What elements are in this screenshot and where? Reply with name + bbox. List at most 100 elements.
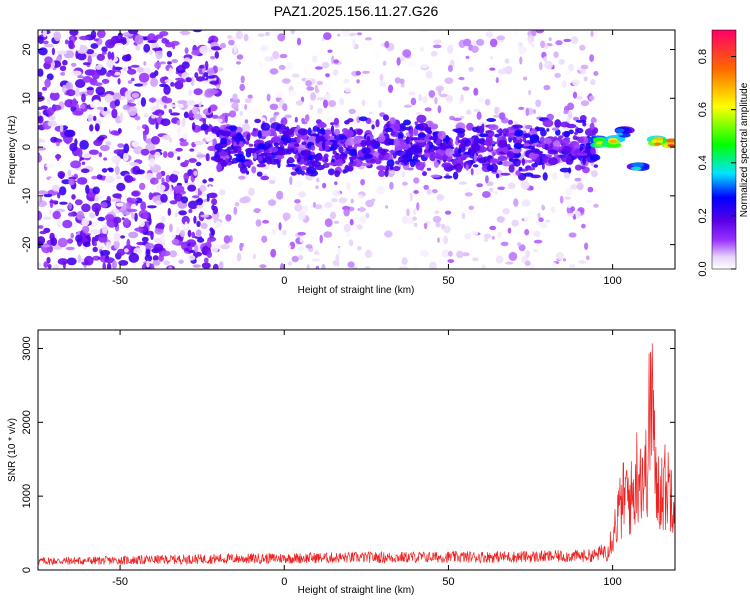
heatmap-blob — [433, 39, 442, 44]
heatmap-blob — [401, 257, 408, 265]
heatmap-blob — [181, 215, 190, 225]
heatmap-blob — [75, 79, 86, 88]
heatmap-blob — [347, 118, 354, 123]
heatmap-blob — [143, 43, 151, 53]
heatmap-blob — [278, 222, 282, 231]
heatmap-blob — [202, 118, 207, 125]
heatmap-blob — [191, 106, 198, 115]
heatmap-blob — [294, 180, 304, 188]
heatmap-blob — [325, 116, 333, 123]
heatmap-blob — [291, 255, 299, 263]
heatmap-blob — [269, 68, 279, 75]
heatmap-blob — [415, 161, 425, 171]
heatmap-blob — [248, 187, 255, 196]
heatmap-blob — [184, 47, 189, 54]
heatmap-blob — [283, 140, 288, 146]
heatmap-blob — [593, 71, 599, 76]
heatmap-blob — [152, 47, 163, 51]
heatmap-blob — [567, 213, 574, 217]
heatmap-blob — [42, 30, 47, 38]
heatmap-blob — [193, 88, 203, 96]
heatmap-blob — [44, 56, 53, 65]
heatmap-blob — [576, 182, 584, 191]
heatmap-blob — [348, 239, 354, 247]
heatmap-blob — [276, 190, 284, 200]
heatmap-blob — [253, 208, 261, 214]
heatmap-blob — [195, 229, 202, 237]
heatmap-blob — [47, 264, 52, 269]
x-tick-label: 50 — [442, 576, 454, 588]
heatmap-blob — [575, 210, 581, 219]
heatmap-blob — [593, 137, 606, 143]
snr-x-axis-label: Height of straight line (km) — [298, 585, 415, 596]
heatmap-blob — [81, 161, 86, 165]
heatmap-blob — [590, 170, 598, 178]
heatmap-blob — [489, 56, 494, 60]
heatmap-blob — [495, 77, 499, 84]
heatmap-blob — [92, 255, 101, 261]
heatmap-blob — [121, 217, 125, 221]
heatmap-blob — [231, 83, 237, 92]
heatmap-blob — [156, 98, 160, 109]
heatmap-blob — [305, 80, 312, 87]
heatmap-x-ticks: -50 0 50 100 — [112, 30, 622, 287]
heatmap-blob — [126, 238, 131, 249]
heatmap-blob — [66, 238, 74, 244]
heatmap-blob — [108, 168, 114, 173]
heatmap-blob — [92, 246, 98, 253]
heatmap-blob — [38, 106, 44, 111]
heatmap-blob — [433, 161, 440, 168]
heatmap-blob — [352, 39, 356, 48]
heatmap-blob — [302, 149, 312, 157]
heatmap-blob — [513, 129, 524, 137]
heatmap-blob — [419, 30, 429, 33]
heatmap-blob — [209, 133, 217, 137]
heatmap-blob — [551, 262, 557, 269]
heatmap-blob — [464, 233, 472, 240]
heatmap-blob — [339, 97, 345, 106]
heatmap-blob — [42, 40, 49, 45]
heatmap-blob — [333, 117, 340, 126]
heatmap-blob — [388, 141, 395, 145]
heatmap-blob — [188, 254, 196, 261]
heatmap-blob — [89, 124, 94, 132]
heatmap-blob — [205, 136, 213, 142]
heatmap-blob — [117, 143, 125, 148]
heatmap-blob — [382, 60, 387, 66]
heatmap-blob — [111, 108, 118, 119]
heatmap-blob — [135, 169, 145, 175]
heatmap-blob — [489, 225, 497, 231]
heatmap-blob — [146, 260, 150, 268]
heatmap-blob — [298, 191, 306, 198]
heatmap-blob — [348, 161, 354, 167]
heatmap-blob — [261, 235, 268, 243]
heatmap-blob — [159, 83, 169, 88]
heatmap-blob — [422, 171, 427, 177]
heatmap-blob — [277, 33, 286, 42]
heatmap-blob — [273, 142, 279, 147]
heatmap-blob — [66, 257, 77, 266]
heatmap-blob — [171, 59, 179, 63]
heatmap-blob — [167, 207, 171, 216]
heatmap-blob — [170, 234, 176, 239]
heatmap-blob — [527, 167, 536, 171]
heatmap-blob — [457, 139, 466, 144]
heatmap-blob — [563, 130, 570, 138]
heatmap-blob — [79, 35, 90, 41]
heatmap-blob — [200, 222, 208, 229]
heatmap-blob — [184, 247, 189, 252]
heatmap-blob — [318, 128, 326, 135]
heatmap-blob — [219, 261, 224, 269]
heatmap-blob — [230, 98, 234, 103]
heatmap-blob — [186, 101, 196, 107]
heatmap-blob — [307, 127, 312, 136]
heatmap-blob — [364, 266, 371, 269]
heatmap-blob — [313, 251, 320, 255]
heatmap-blob — [85, 184, 90, 195]
heatmap-blob — [348, 156, 357, 161]
heatmap-blob — [343, 78, 350, 84]
heatmap-blob — [174, 212, 178, 218]
heatmap-blob — [306, 86, 315, 91]
heatmap-blob — [223, 235, 231, 244]
heatmap-blob — [160, 215, 166, 223]
